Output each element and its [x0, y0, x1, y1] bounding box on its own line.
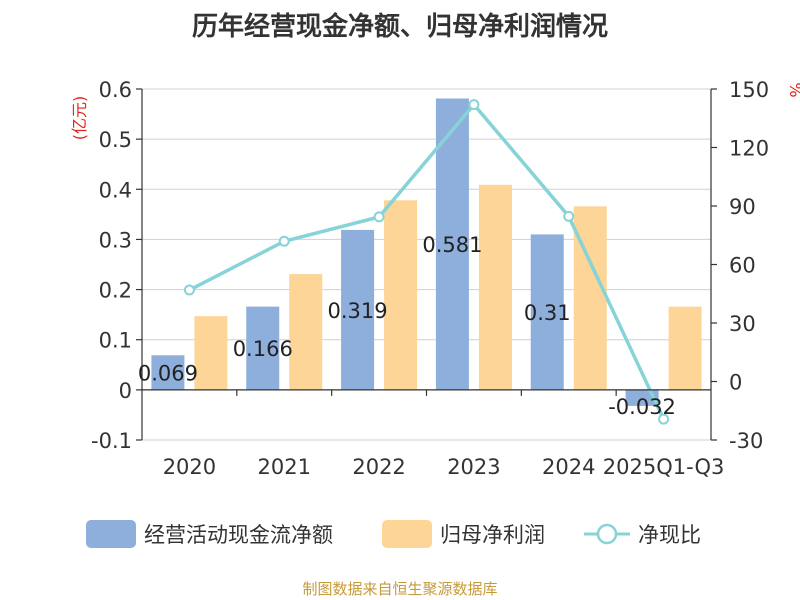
left-tick-label: 0.2	[99, 279, 132, 303]
left-tick-label: 0.5	[99, 128, 132, 152]
bar-cashflow	[435, 98, 469, 390]
bar-profit	[194, 316, 228, 390]
left-tick-label: 0.3	[99, 228, 132, 252]
data-labels-layer: 0.069 0.166 0.319 0.581 0.31 -0.032	[138, 233, 676, 419]
right-tick-label: 150	[729, 78, 769, 102]
bar-cashflow	[246, 306, 280, 390]
data-label-cashflow: 0.166	[233, 337, 293, 361]
legend-item-ratio[interactable]: 净现比	[584, 518, 701, 550]
bar-cashflow	[341, 229, 375, 390]
left-axis-unit: (亿元)	[70, 96, 89, 141]
legend-line-marker-icon	[584, 523, 630, 545]
point-ratio	[658, 413, 670, 425]
legend-item-cashflow[interactable]: 经营活动现金流净额	[86, 518, 333, 550]
left-tick-label: -0.1	[91, 429, 132, 453]
right-tick-label: -30	[729, 429, 763, 453]
chart-title: 历年经营现金净额、归母净利润情况	[191, 12, 608, 42]
bar-cashflow	[151, 355, 185, 390]
source-note: 制图数据来自恒生聚源数据库	[302, 580, 498, 598]
data-label-cashflow: -0.032	[608, 395, 676, 419]
bar-profit	[289, 274, 323, 390]
left-tick-label: 0.4	[99, 178, 132, 202]
plot-area: -0.1 0 0.1 0.2 0.3 0.4 0.5 0.6 -30 0 30 60 90 120 150 2…	[70, 78, 800, 479]
legend-label-profit: 归母净利润	[440, 523, 545, 547]
left-tick-label: 0.1	[99, 329, 132, 353]
left-tick-label: 0	[119, 379, 132, 403]
bar-profit	[478, 184, 512, 390]
bar-profit	[668, 306, 702, 390]
bar-cashflow	[530, 234, 564, 390]
legend-label-cashflow: 经营活动现金流净额	[144, 523, 333, 547]
bars-layer	[151, 98, 702, 406]
point-ratio	[183, 284, 195, 296]
legend-label-ratio: 净现比	[638, 523, 701, 547]
data-label-cashflow: 0.31	[524, 301, 571, 325]
right-tick-label: 30	[729, 312, 756, 336]
x-tick-label: 2021	[258, 455, 311, 479]
data-label-cashflow: 0.319	[328, 299, 388, 323]
data-label-cashflow: 0.581	[422, 233, 482, 257]
right-tick-label: 90	[729, 195, 756, 219]
line-ratio	[188, 101, 666, 420]
right-tick-label: 60	[729, 254, 756, 278]
left-tick-label: 0.6	[99, 78, 132, 102]
x-tick-label: 2025Q1-Q3	[603, 455, 725, 479]
right-axis-unit: %	[786, 82, 800, 97]
legend-item-profit[interactable]: 归母净利润	[382, 518, 545, 550]
right-tick-label: 0	[729, 371, 742, 395]
legend-swatch-profit	[382, 520, 432, 548]
axes-layer: -0.1 0 0.1 0.2 0.3 0.4 0.5 0.6 -30 0 30 60 90 120 150 2…	[70, 78, 800, 479]
x-tick-label: 2023	[447, 455, 500, 479]
right-tick-label: 120	[729, 137, 769, 161]
point-ratio	[373, 211, 385, 223]
x-tick-label: 2022	[352, 455, 405, 479]
point-ratio	[278, 235, 290, 247]
point-ratio	[563, 210, 575, 222]
line-layer	[183, 99, 670, 425]
data-label-cashflow: 0.069	[138, 362, 198, 386]
point-ratio	[468, 99, 480, 111]
bar-profit	[384, 200, 418, 390]
legend-swatch-cashflow	[86, 520, 136, 548]
x-tick-label: 2020	[163, 455, 216, 479]
x-tick-label: 2024	[542, 455, 595, 479]
